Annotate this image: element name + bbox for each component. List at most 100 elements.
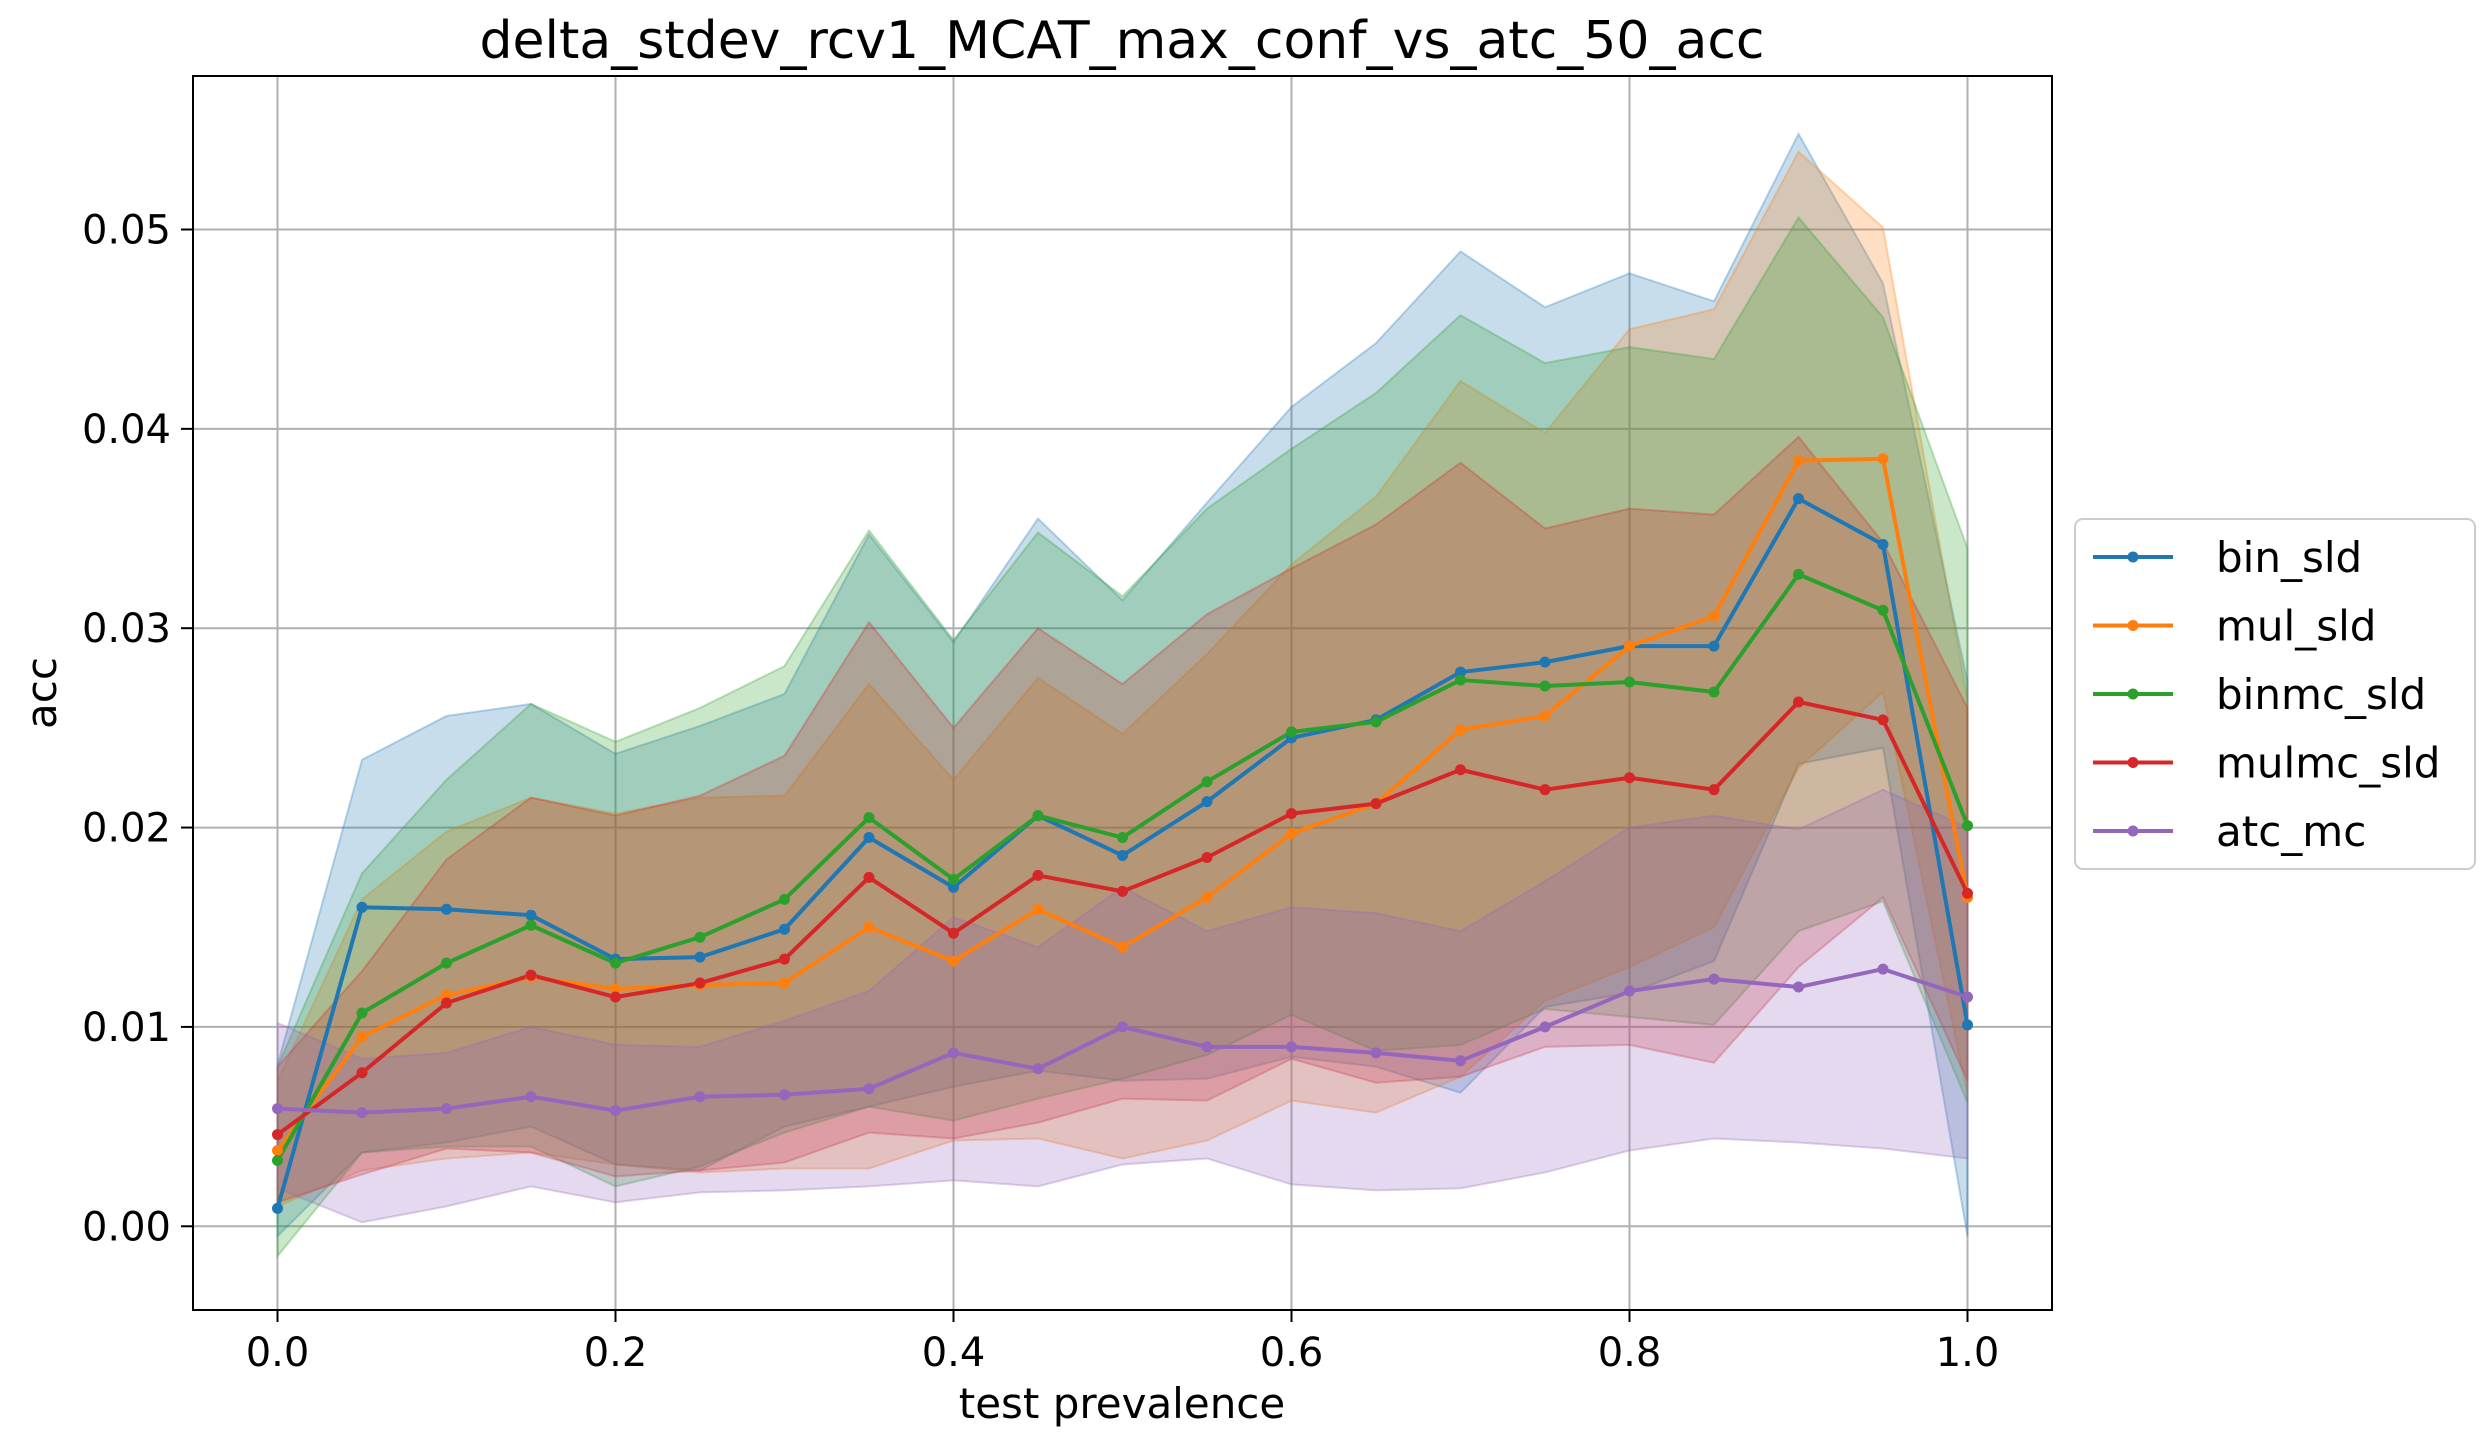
binmc_sld-point — [441, 957, 452, 969]
mulmc_sld-point — [525, 969, 537, 981]
binmc_sld-point — [525, 919, 537, 931]
y-tick-label: 0.01 — [82, 1005, 171, 1051]
mul_sld-point — [1117, 941, 1128, 953]
mul_sld-point — [610, 983, 621, 995]
y-tick-label: 0.03 — [82, 606, 171, 652]
legend-label-binmc_sld: binmc_sld — [2216, 670, 2426, 719]
mul_sld-point — [1032, 903, 1044, 915]
atc_mc-point — [1962, 991, 1973, 1003]
legend-box — [2074, 518, 2476, 870]
bin_sld-point — [1455, 666, 1466, 678]
mul_sld-point — [1877, 453, 1889, 465]
legend-marker-atc_mc — [2127, 825, 2139, 837]
binmc_sld-point — [1877, 604, 1889, 616]
atc_mc-point — [1370, 1047, 1382, 1059]
binmc_sld-point — [1370, 716, 1382, 728]
binmc_sld-point — [272, 1154, 283, 1166]
x-tick-label: 0.4 — [922, 1330, 986, 1376]
atc_mc-point — [1201, 1041, 1213, 1053]
atc_mc-point — [1455, 1055, 1466, 1067]
binmc_sld-point — [1286, 726, 1297, 738]
atc_mc-band — [276, 788, 1969, 1224]
atc_mc-point — [1286, 1041, 1297, 1053]
binmc_sld-point — [1708, 686, 1720, 698]
bin_sld-point — [1117, 849, 1128, 861]
y-tick-label: 0.05 — [82, 208, 171, 254]
x-tick-label: 0.8 — [1598, 1330, 1662, 1376]
atc_mc-point — [356, 1107, 368, 1119]
mulmc_sld-point — [1962, 887, 1973, 899]
mulmc_sld-point — [441, 997, 452, 1009]
bin_sld-point — [863, 832, 875, 844]
mul_sld-point — [779, 977, 790, 989]
binmc_sld-point — [863, 812, 875, 824]
binmc_sld-point — [1201, 776, 1213, 788]
plot-frame — [192, 75, 2053, 1311]
series-markers — [272, 453, 1973, 1214]
mul_sld-point — [441, 989, 452, 1001]
binmc_sld-point — [1539, 680, 1551, 692]
mul_sld-point — [863, 921, 875, 933]
atc_mc-point — [525, 1091, 537, 1103]
mulmc_sld-point — [694, 977, 706, 989]
atc_mc-point — [441, 1103, 452, 1115]
mulmc_sld-point — [356, 1067, 368, 1079]
atc_mc-point — [779, 1089, 790, 1101]
mulmc_sld-point — [1624, 772, 1635, 784]
mul_sld-point — [1201, 891, 1213, 903]
x-axis-ticks: 0.0 0.2 0.4 0.6 0.8 1.0 — [246, 1310, 2000, 1376]
x-axis-label: test prevalence — [959, 1379, 1286, 1428]
legend: bin_sld mul_sld binmc_sld mulmc_sld atc_mc — [2074, 518, 2476, 870]
y-axis-ticks: 0.00 0.01 0.02 0.03 0.04 0.05 — [82, 208, 193, 1250]
bin_sld-point — [1539, 656, 1551, 668]
bin_sld-point — [441, 903, 452, 915]
mul_sld-point — [1455, 724, 1466, 736]
x-tick-label: 1.0 — [1936, 1330, 2000, 1376]
y-tick-label: 0.04 — [82, 407, 171, 453]
binmc_sld-band — [276, 215, 1969, 1259]
legend-label-bin_sld: bin_sld — [2216, 533, 2362, 582]
bin_sld-point — [1708, 640, 1720, 652]
mulmc_sld-point — [1793, 696, 1804, 708]
legend-marker-bin_sld — [2127, 551, 2139, 563]
mulmc_sld-point — [1539, 784, 1551, 796]
mulmc_sld-band — [276, 435, 1969, 1204]
x-tick-label: 0.2 — [584, 1330, 648, 1376]
grid — [193, 76, 2052, 1310]
mulmc_sld-point — [1201, 851, 1213, 863]
legend-label-mul_sld: mul_sld — [2216, 602, 2376, 651]
atc_mc-point — [1032, 1063, 1044, 1075]
y-axis-label: acc — [17, 657, 66, 729]
mul_sld-point — [1539, 710, 1551, 722]
atc_mc-point — [694, 1091, 706, 1103]
mulmc_sld-point — [272, 1129, 283, 1141]
mulmc_sld-point — [948, 927, 959, 939]
legend-label-atc_mc: atc_mc — [2216, 807, 2366, 856]
bin_sld-point — [1793, 493, 1804, 505]
atc_mc-point — [1793, 981, 1804, 993]
mul_sld-point — [1624, 640, 1635, 652]
binmc_sld-point — [610, 957, 621, 969]
y-tick-label: 0.02 — [82, 806, 171, 852]
mulmc_sld-point — [779, 953, 790, 965]
bin_sld-point — [272, 1202, 283, 1214]
mul_sld-point — [356, 1031, 368, 1043]
bin_sld-point — [1201, 796, 1213, 808]
mul_sld-point — [1793, 455, 1804, 467]
legend-marker-mulmc_sld — [2127, 757, 2139, 768]
mul_sld-point — [272, 1145, 283, 1157]
bin_sld-point — [694, 951, 706, 963]
bin_sld-point — [356, 901, 368, 913]
bin_sld-point — [779, 923, 790, 935]
mulmc_sld-point — [1370, 798, 1382, 810]
y-tick-label: 0.00 — [82, 1204, 171, 1250]
mul_sld-point — [1708, 610, 1720, 622]
binmc_sld-point — [779, 893, 790, 905]
x-tick-label: 0.0 — [246, 1330, 310, 1376]
legend-marker-mul_sld — [2127, 620, 2139, 631]
mulmc_sld-point — [610, 991, 621, 1003]
mul_sld-point — [948, 955, 959, 967]
binmc_sld-point — [694, 931, 706, 943]
